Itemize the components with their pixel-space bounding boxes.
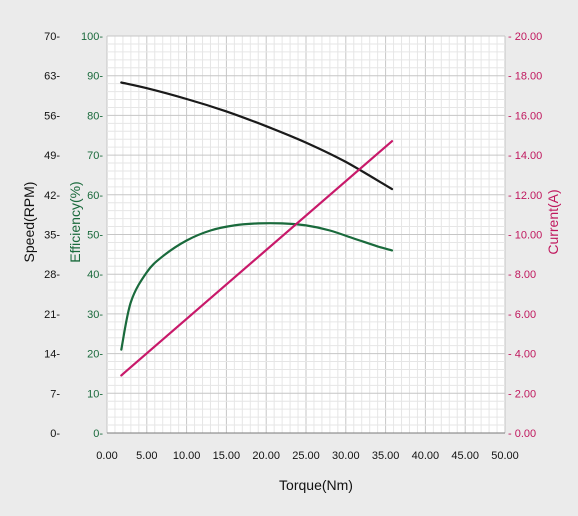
x-axis-label: Torque(Nm) bbox=[279, 477, 353, 493]
grid bbox=[106, 35, 506, 434]
speed-tick-label: 56- bbox=[44, 110, 60, 122]
speed-tick-label: 70- bbox=[44, 31, 60, 43]
current-tick-label: - 10.00 bbox=[508, 230, 542, 242]
x-tick-label: 10.00 bbox=[173, 450, 201, 462]
current-tick-label: - 20.00 bbox=[508, 31, 542, 43]
speed-tick-label: 14- bbox=[44, 349, 60, 361]
efficiency-tick-label: 0- bbox=[93, 428, 103, 440]
current-tick-label: - 18.00 bbox=[508, 71, 542, 83]
speed-axis-label: Speed(RPM) bbox=[21, 182, 37, 263]
current-tick-label: - 12.00 bbox=[508, 190, 542, 202]
efficiency-tick-label: 100- bbox=[81, 31, 103, 43]
x-tick-label: 45.00 bbox=[451, 450, 479, 462]
speed-tick-label: 63- bbox=[44, 71, 60, 83]
efficiency-tick-label: 30- bbox=[87, 309, 103, 321]
current-tick-label: - 14.00 bbox=[508, 150, 542, 162]
x-tick-label: 20.00 bbox=[252, 450, 280, 462]
efficiency-tick-label: 60- bbox=[87, 190, 103, 202]
x-tick-label: 25.00 bbox=[292, 450, 320, 462]
x-tick-label: 0.00 bbox=[96, 450, 117, 462]
efficiency-tick-label: 10- bbox=[87, 388, 103, 400]
efficiency-tick-label: 80- bbox=[87, 110, 103, 122]
speed-tick-label: 0- bbox=[50, 428, 60, 440]
speed-tick-label: 42- bbox=[44, 190, 60, 202]
speed-series-line bbox=[120, 81, 394, 191]
efficiency-axis-label: Efficiency(%) bbox=[67, 181, 83, 262]
speed-tick-label: 35- bbox=[44, 230, 60, 242]
efficiency-tick-label: 90- bbox=[87, 71, 103, 83]
current-tick-label: - 4.00 bbox=[508, 349, 536, 361]
efficiency-tick-label: 70- bbox=[87, 150, 103, 162]
speed-tick-label: 21- bbox=[44, 309, 60, 321]
current-tick-label: - 6.00 bbox=[508, 309, 536, 321]
current-tick-label: - 8.00 bbox=[508, 269, 536, 281]
x-tick-label: 5.00 bbox=[136, 450, 157, 462]
current-axis-label: Current(A) bbox=[545, 189, 561, 254]
current-tick-label: - 2.00 bbox=[508, 388, 536, 400]
x-tick-label: 15.00 bbox=[213, 450, 241, 462]
current-series-line bbox=[120, 140, 394, 377]
efficiency-tick-label: 40- bbox=[87, 269, 103, 281]
x-tick-label: 40.00 bbox=[412, 450, 440, 462]
x-tick-label: 30.00 bbox=[332, 450, 360, 462]
speed-tick-label: 49- bbox=[44, 150, 60, 162]
efficiency-series-line bbox=[120, 222, 394, 351]
series-group bbox=[120, 81, 394, 377]
tick-labels: 0.00 5.00 10.00 15.00 20.00 25.00 30.00 35.00 40… bbox=[44, 31, 542, 462]
efficiency-tick-label: 20- bbox=[87, 349, 103, 361]
x-tick-label: 50.00 bbox=[491, 450, 519, 462]
efficiency-tick-label: 50- bbox=[87, 230, 103, 242]
speed-tick-label: 28- bbox=[44, 269, 60, 281]
speed-tick-label: 7- bbox=[50, 388, 60, 400]
current-tick-label: - 16.00 bbox=[508, 110, 542, 122]
current-tick-label: - 0.00 bbox=[508, 428, 536, 440]
x-tick-label: 35.00 bbox=[372, 450, 400, 462]
